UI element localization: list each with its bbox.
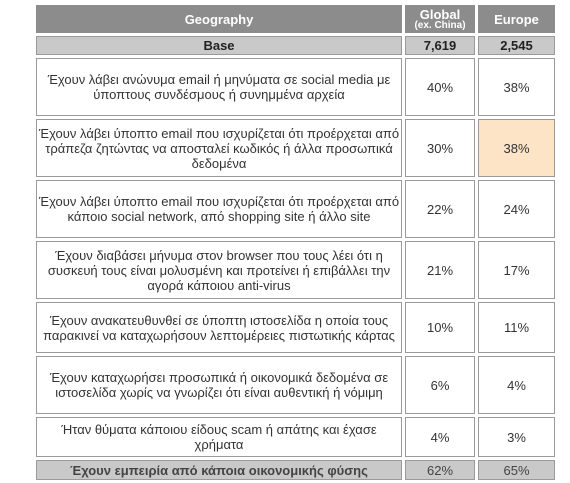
row-europe: 4% — [478, 356, 555, 414]
base-label: Base — [36, 36, 402, 55]
table-row: Έχουν ανακατευθυνθεί σε ύποπτη ιστοσελίδ… — [36, 302, 555, 353]
table-row: Ήταν θύματα κάποιου είδους scam ή απάτης… — [36, 417, 555, 457]
base-global: 7,619 — [405, 36, 475, 55]
header-europe: Europe — [478, 5, 555, 33]
table-row: Έχουν διαβάσει μήνυμα στον browser που τ… — [36, 241, 555, 299]
table-row: Έχουν λάβει ύποπτο email που ισχυρίζεται… — [36, 119, 555, 177]
header-global-label: Global — [419, 6, 461, 22]
survey-table: Geography Global (ex. China) Europe Base… — [33, 2, 558, 483]
row-europe: 24% — [478, 180, 555, 238]
header-geography: Geography — [36, 5, 402, 33]
base-row: Base 7,619 2,545 — [36, 36, 555, 55]
row-global: 40% — [405, 58, 475, 116]
total-europe: 65% — [478, 460, 555, 480]
row-global: 6% — [405, 356, 475, 414]
header-global: Global (ex. China) — [405, 5, 475, 33]
row-text: Έχουν λάβει ύποπτο email που ισχυρίζεται… — [36, 180, 402, 238]
row-text: Ήταν θύματα κάποιου είδους scam ή απάτης… — [36, 417, 402, 457]
total-global: 62% — [405, 460, 475, 480]
row-global: 4% — [405, 417, 475, 457]
header-global-sub: (ex. China) — [414, 19, 466, 31]
table-row: Έχουν καταχωρήσει προσωπικά ή οικονομικά… — [36, 356, 555, 414]
row-text: Έχουν διαβάσει μήνυμα στον browser που τ… — [36, 241, 402, 299]
row-global: 22% — [405, 180, 475, 238]
row-text: Έχουν λάβει ύποπτο email που ισχυρίζεται… — [36, 119, 402, 177]
total-label: Έχουν εμπειρία από κάποια οικονομικής φύ… — [36, 460, 402, 480]
row-global: 10% — [405, 302, 475, 353]
row-text: Έχουν ανακατευθυνθεί σε ύποπτη ιστοσελίδ… — [36, 302, 402, 353]
table-row: Έχουν λάβει ανώνυμα email ή μηνύματα σε … — [36, 58, 555, 116]
total-row: Έχουν εμπειρία από κάποια οικονομικής φύ… — [36, 460, 555, 480]
table-row: Έχουν λάβει ύποπτο email που ισχυρίζεται… — [36, 180, 555, 238]
row-text: Έχουν λάβει ανώνυμα email ή μηνύματα σε … — [36, 58, 402, 116]
row-global: 21% — [405, 241, 475, 299]
base-europe: 2,545 — [478, 36, 555, 55]
row-europe: 17% — [478, 241, 555, 299]
row-europe: 38% — [478, 58, 555, 116]
row-europe: 11% — [478, 302, 555, 353]
row-europe-highlighted: 38% — [478, 119, 555, 177]
header-row: Geography Global (ex. China) Europe — [36, 5, 555, 33]
row-global: 30% — [405, 119, 475, 177]
row-text: Έχουν καταχωρήσει προσωπικά ή οικονομικά… — [36, 356, 402, 414]
row-europe: 3% — [478, 417, 555, 457]
